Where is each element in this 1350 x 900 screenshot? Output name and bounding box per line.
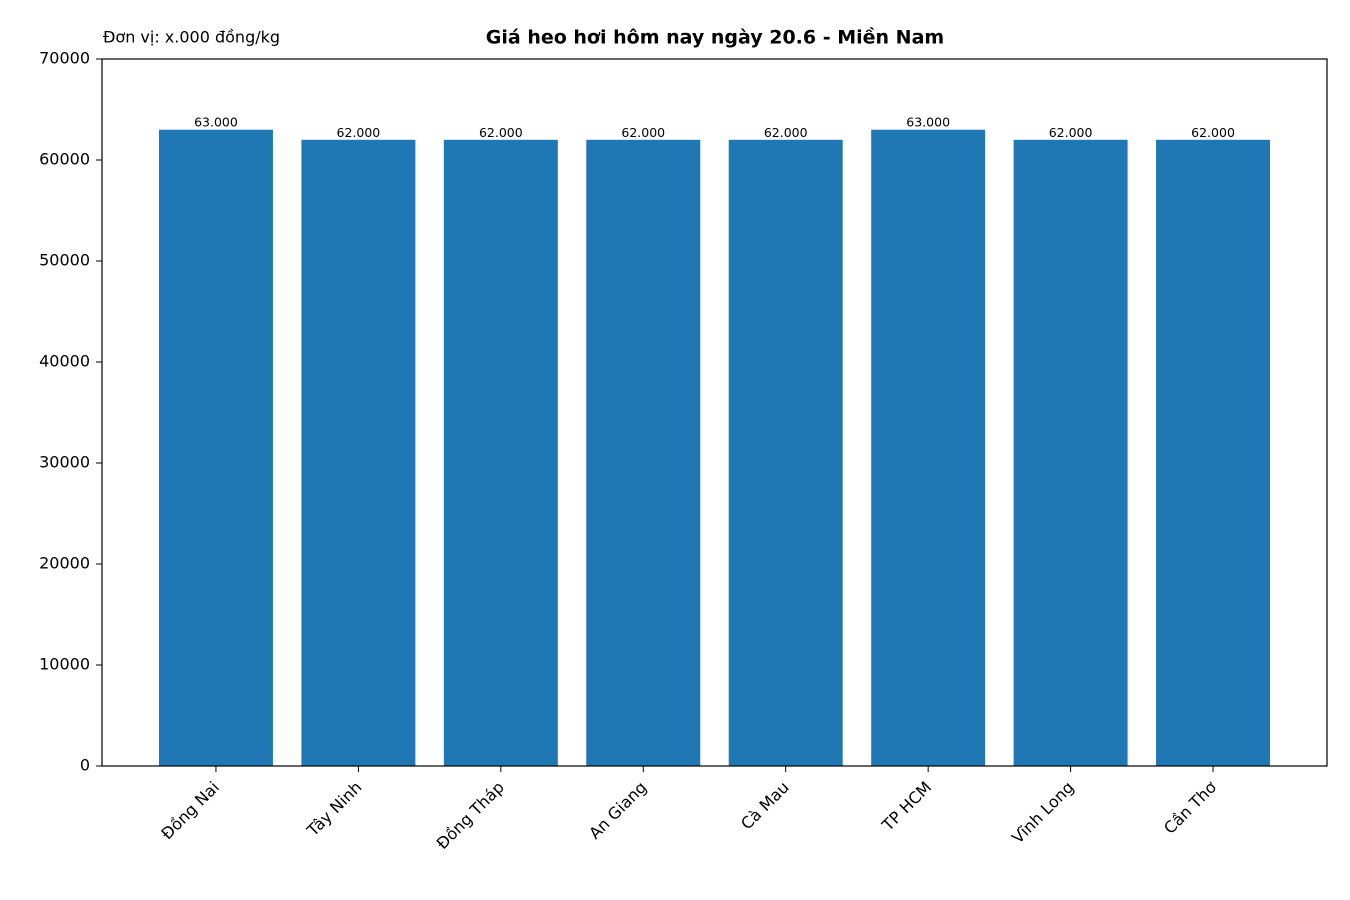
bar (1013, 139, 1128, 767)
value-label: 63.000 (906, 115, 950, 130)
y-tick-label: 60000 (39, 150, 90, 169)
plot-frame (101, 58, 1328, 767)
y-tick-label: 10000 (39, 655, 90, 674)
bar (443, 139, 558, 767)
chart-title: Giá heo hơi hôm nay ngày 20.6 - Miền Nam (486, 26, 944, 49)
y-tick-label: 30000 (39, 453, 90, 472)
value-label: 62.000 (1049, 125, 1093, 140)
bar (158, 129, 273, 766)
value-label: 62.000 (479, 125, 523, 140)
bar (301, 139, 416, 767)
y-tick-label: 0 (80, 756, 90, 775)
value-label: 62.000 (621, 125, 665, 140)
y-tick-label: 40000 (39, 352, 90, 371)
value-label: 62.000 (1191, 125, 1235, 140)
bar (586, 139, 701, 767)
value-label: 62.000 (337, 125, 381, 140)
y-tick-label: 70000 (39, 49, 90, 68)
bar (1156, 139, 1271, 767)
value-label: 62.000 (764, 125, 808, 140)
unit-note: Đơn vị: x.000 đồng/kg (103, 28, 280, 47)
y-tick-label: 50000 (39, 251, 90, 270)
y-tick-label: 20000 (39, 554, 90, 573)
bar (871, 129, 986, 766)
bar (728, 139, 843, 767)
value-label: 63.000 (194, 115, 238, 130)
